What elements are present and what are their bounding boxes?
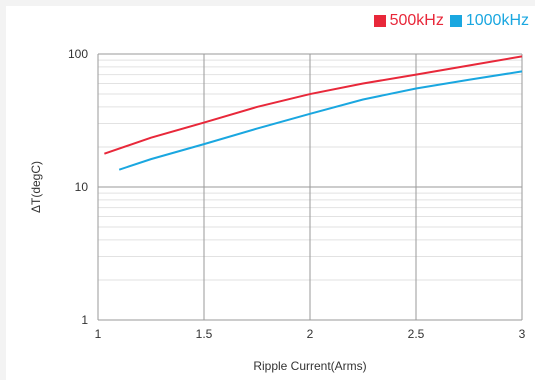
series-line-500khz: [104, 55, 523, 155]
y-axis-label: ΔT(degC): [29, 161, 43, 213]
y-tick-label: 10: [75, 180, 89, 194]
x-tick-label: 1.5: [196, 327, 213, 341]
legend-label-1000khz: 1000kHz: [465, 12, 529, 29]
legend-label-500khz: 500kHz: [389, 12, 444, 29]
legend-item-1000khz: 1000kHz: [449, 12, 529, 30]
x-tick-label: 1: [95, 327, 102, 341]
x-tick-labels: 1 1.5 2 2.5 3: [95, 327, 526, 341]
x-tick-label: 2: [307, 327, 314, 341]
x-tick-label: 3: [519, 327, 526, 341]
y-tick-label: 1: [81, 313, 88, 327]
legend-swatch-1000khz: [449, 15, 462, 27]
y-tick-labels: 1 10 100: [68, 47, 88, 327]
chart-legend: 500kHz 1000kHz: [373, 12, 529, 30]
x-tick-label: 2.5: [408, 327, 425, 341]
legend-swatch-500khz: [373, 15, 386, 27]
series-lines: [104, 55, 523, 171]
x-axis-label: Ripple Current(Arms): [253, 359, 366, 373]
major-gridlines: [97, 53, 523, 321]
legend-item-500khz: 500kHz: [373, 12, 444, 30]
series-line-1000khz: [118, 70, 523, 171]
y-tick-label: 100: [68, 47, 88, 61]
